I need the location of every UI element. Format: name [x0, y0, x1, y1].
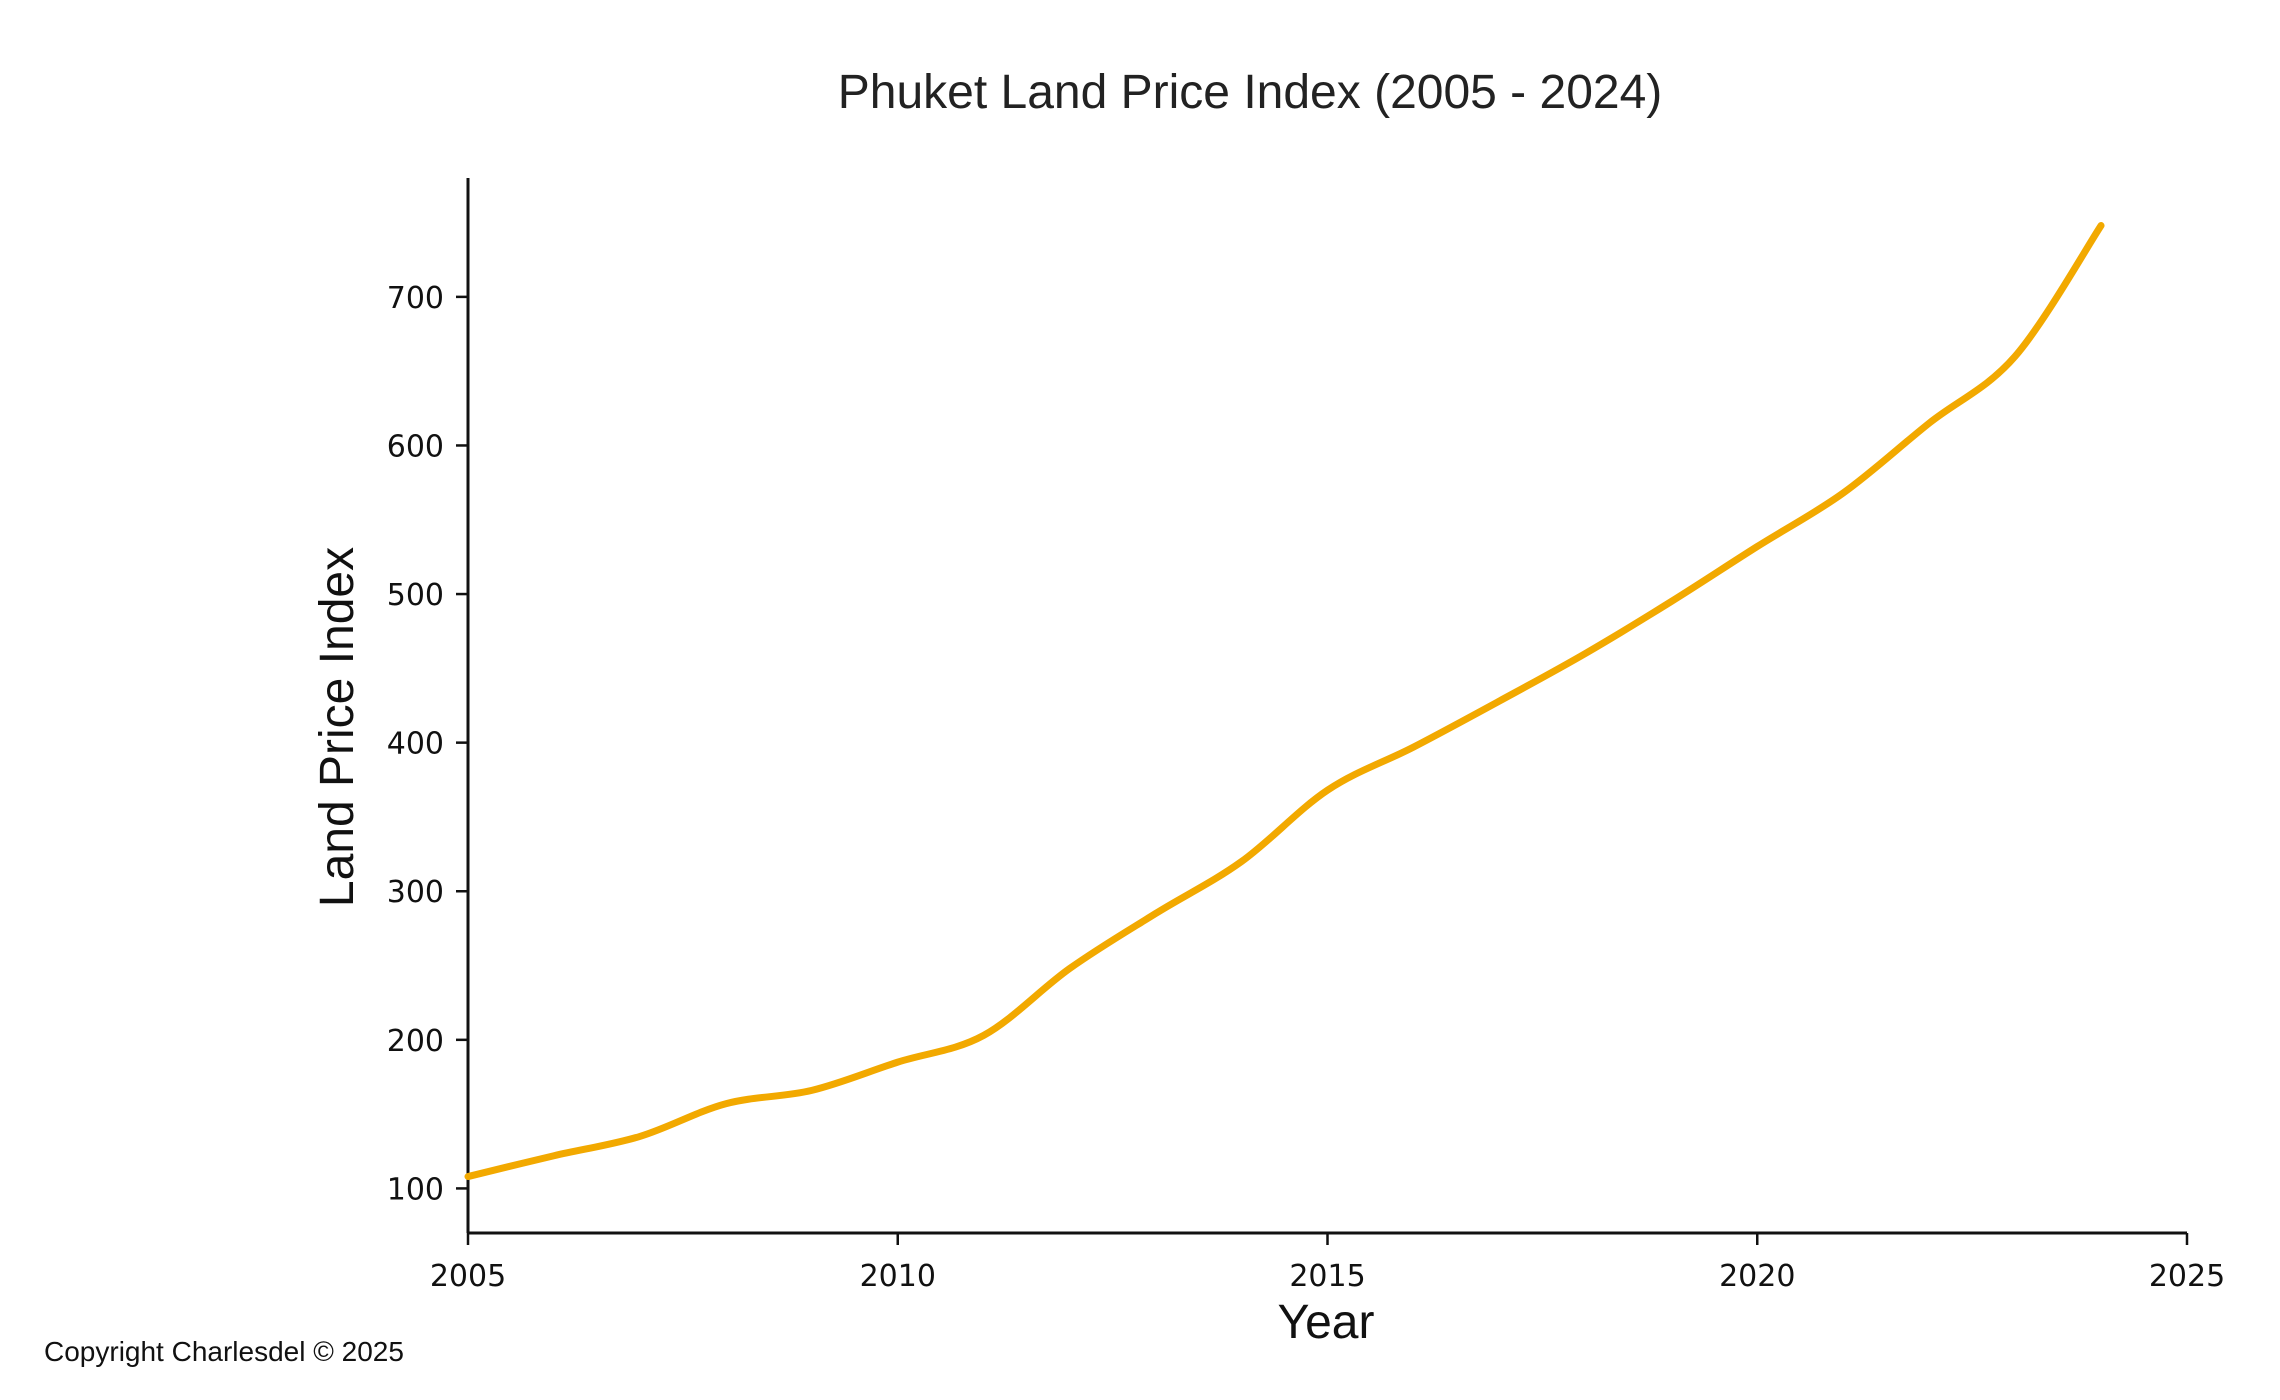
- y-tick-label: 300: [387, 875, 444, 910]
- series-line: [464, 222, 2105, 1181]
- y-tick-label: 400: [387, 727, 444, 762]
- x-tick-label: 2010: [860, 1259, 936, 1294]
- x-axis-title: Year: [1278, 1296, 1375, 1349]
- series-group: [464, 222, 2105, 1181]
- y-ticks: 100 200 300 400 500 600 700: [387, 281, 468, 1207]
- y-tick-label: 500: [387, 578, 444, 613]
- x-tick-label: 2020: [1719, 1259, 1795, 1294]
- y-tick-label: 600: [387, 429, 444, 464]
- copyright-text: Copyright Charlesdel © 2025: [44, 1336, 404, 1367]
- y-tick-label: 700: [387, 281, 444, 316]
- x-tick-label: 2005: [430, 1259, 506, 1294]
- x-tick-label: 2025: [2149, 1259, 2225, 1294]
- y-axis-title: Land Price Index: [311, 547, 364, 907]
- chart-title: Phuket Land Price Index (2005 - 2024): [838, 66, 1663, 119]
- x-tick-label: 2015: [1289, 1259, 1365, 1294]
- y-tick-label: 100: [387, 1172, 444, 1207]
- x-ticks: 2005 2010 2015 2020 2025: [430, 1233, 2225, 1294]
- y-tick-label: 200: [387, 1024, 444, 1059]
- axes: [466, 178, 2187, 1235]
